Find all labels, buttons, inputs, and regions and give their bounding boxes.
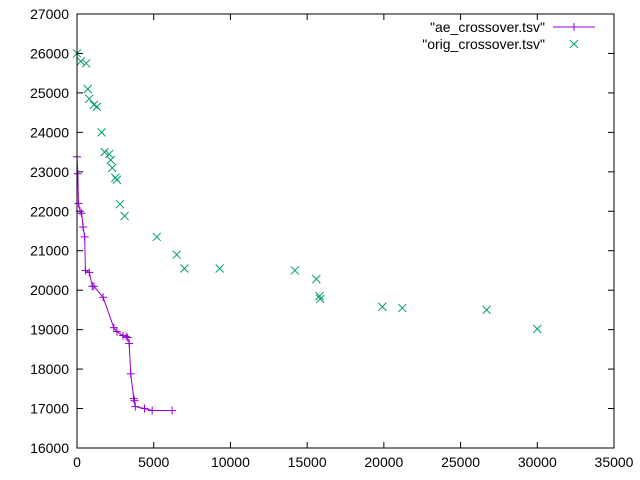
data-point-series-1	[84, 94, 94, 104]
data-point-series-1	[115, 199, 125, 209]
data-point-series-0	[85, 268, 94, 277]
data-point-series-1	[81, 58, 91, 68]
data-point-series-0	[112, 327, 121, 336]
x-tick-labels: 0 5000 10000 15000 20000 25000 30000 35000	[73, 454, 634, 470]
legend-marker-1	[569, 39, 579, 49]
data-point-series-0	[99, 293, 108, 302]
y-tick-labels: 16000 17000 18000 19000 20000 21000 22000 23000…	[30, 6, 69, 456]
y-tick-label: 23000	[30, 164, 69, 180]
data-point-series-1	[377, 302, 387, 312]
legend: "ae_crossover.tsv""orig_crossover.tsv"	[422, 19, 595, 52]
y-tick-label: 20000	[30, 282, 69, 298]
data-point-series-1	[92, 102, 102, 112]
data-point-series-0	[74, 199, 83, 208]
data-point-series-0	[122, 332, 131, 341]
data-point-series-1	[215, 264, 225, 273]
data-point-series-0	[81, 266, 90, 275]
y-tick-label: 16000	[30, 440, 69, 456]
y-tick-label: 24000	[30, 124, 69, 140]
data-point-series-0	[125, 339, 134, 348]
data-point-series-1	[315, 294, 325, 304]
data-point-series-1	[120, 211, 129, 221]
x-tick-label: 15000	[288, 454, 327, 470]
x-tick-label: 5000	[138, 454, 169, 470]
data-point-series-1	[152, 232, 162, 242]
axis-ticks	[76, 13, 615, 449]
data-point-series-0	[130, 396, 139, 405]
data-point-series-0	[89, 282, 98, 291]
x-tick-label: 20000	[364, 454, 403, 470]
legend-label-0: "ae_crossover.tsv"	[430, 19, 545, 35]
series-markers	[72, 49, 542, 415]
y-tick-label: 22000	[30, 203, 69, 219]
data-point-series-1	[112, 175, 122, 185]
data-point-series-1	[311, 274, 321, 284]
plot-frame	[76, 13, 615, 449]
y-tick-label: 19000	[30, 322, 69, 338]
x-tick-label: 25000	[441, 454, 480, 470]
data-point-series-1	[482, 305, 492, 315]
data-point-series-0	[123, 333, 132, 342]
data-point-series-0	[148, 406, 157, 415]
data-point-series-1	[532, 324, 542, 334]
data-point-series-1	[97, 128, 106, 137]
data-point-series-0	[131, 402, 140, 411]
data-point-series-1	[76, 56, 86, 66]
data-point-series-0	[79, 223, 88, 232]
y-tick-label: 17000	[30, 401, 69, 417]
data-point-series-0	[129, 394, 138, 403]
data-point-series-1	[315, 291, 324, 301]
series-lines	[76, 156, 173, 411]
data-point-series-1	[100, 147, 109, 157]
data-point-series-0	[73, 169, 82, 178]
y-tick-label: 25000	[30, 85, 69, 101]
data-point-series-1	[180, 264, 189, 273]
data-point-series-1	[172, 250, 182, 260]
data-point-series-1	[397, 303, 407, 313]
x-tick-label: 35000	[595, 454, 634, 470]
series-line-0	[76, 156, 173, 411]
legend-label-1: "orig_crossover.tsv"	[422, 36, 545, 52]
x-tick-label: 0	[73, 454, 81, 470]
data-point-series-0	[126, 369, 135, 378]
data-point-series-1	[106, 155, 116, 165]
y-tick-label: 26000	[30, 45, 69, 61]
x-tick-label: 10000	[211, 454, 250, 470]
y-tick-label: 18000	[30, 361, 69, 377]
legend-marker-0	[570, 23, 578, 31]
y-tick-label: 21000	[30, 243, 69, 259]
data-point-series-0	[140, 404, 149, 413]
x-tick-label: 30000	[518, 454, 557, 470]
data-point-series-1	[83, 84, 93, 94]
data-point-series-1	[290, 266, 300, 275]
data-point-series-0	[77, 209, 86, 218]
y-tick-label: 27000	[30, 6, 69, 22]
data-point-series-0	[168, 406, 177, 415]
data-point-series-0	[80, 232, 89, 241]
data-point-series-1	[104, 149, 114, 159]
data-point-series-1	[107, 163, 117, 173]
